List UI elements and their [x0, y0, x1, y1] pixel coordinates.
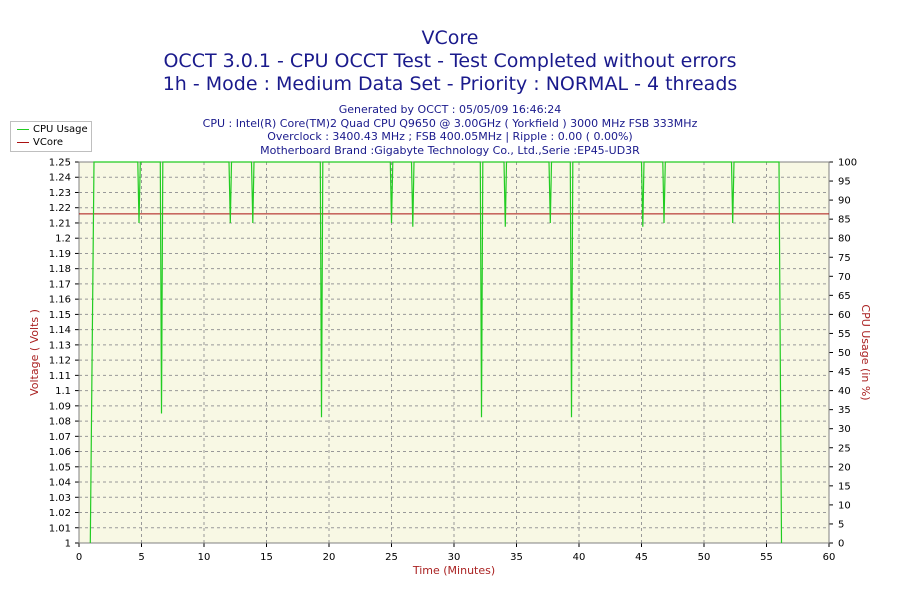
y2-tick-label: 95 — [838, 177, 851, 188]
y-tick-label: 1.05 — [49, 462, 71, 473]
y-tick-label: 1.09 — [49, 401, 71, 412]
y-tick-label: 1.07 — [49, 432, 71, 443]
y-tick-label: 1.1 — [55, 386, 71, 397]
y-tick-label: 1.08 — [49, 417, 71, 428]
y2-tick-label: 0 — [838, 539, 844, 550]
y2-tick-label: 55 — [838, 329, 851, 340]
y2-tick-label: 15 — [838, 481, 851, 492]
plot-area — [79, 162, 829, 543]
y-tick-label: 1.23 — [49, 188, 71, 199]
y2-tick-label: 20 — [838, 462, 851, 473]
y2-tick-label: 60 — [838, 310, 851, 321]
y2-tick-label: 35 — [838, 405, 851, 416]
x-tick-label: 0 — [76, 552, 82, 563]
y-tick-label: 1.18 — [49, 264, 71, 275]
x-tick-label: 60 — [823, 552, 836, 563]
x-tick-label: 50 — [698, 552, 711, 563]
y-tick-label: 1.11 — [49, 371, 71, 382]
motherboard-info: Motherboard Brand :Gigabyte Technology C… — [260, 143, 640, 157]
y-tick-label: 1.12 — [49, 356, 71, 367]
y-tick-label: 1.25 — [49, 158, 71, 169]
y2-tick-label: 75 — [838, 253, 851, 264]
x-tick-label: 10 — [198, 552, 211, 563]
y-tick-label: 1.13 — [49, 340, 71, 351]
y2-tick-label: 40 — [838, 386, 851, 397]
cpu-info: CPU : Intel(R) Core(TM)2 Quad CPU Q9650 … — [202, 116, 698, 130]
generated-info: Generated by OCCT : 05/05/09 16:46:24 — [338, 103, 562, 116]
y-tick-label: 1.06 — [49, 447, 71, 458]
chart-title: VCore — [421, 27, 479, 49]
x-tick-label: 30 — [448, 552, 461, 563]
y-tick-label: 1.21 — [49, 218, 71, 229]
y-tick-label: 1.17 — [49, 279, 71, 290]
overclock-info: Overclock : 3400.43 MHz ; FSB 400.05MHz … — [267, 130, 633, 143]
test-mode-line: 1h - Mode : Medium Data Set - Priority :… — [162, 73, 738, 95]
y-tick-label: 1.03 — [49, 493, 71, 504]
y-tick-label: 1.15 — [49, 310, 71, 321]
y-tick-label: 1.14 — [49, 325, 71, 336]
y-axis-label: Voltage ( Volts ) — [28, 309, 41, 396]
y-tick-label: 1.19 — [49, 249, 71, 260]
x-tick-label: 15 — [260, 552, 273, 563]
series-cpu-usage-line — [89, 161, 783, 544]
test-summary-line: OCCT 3.0.1 - CPU OCCT Test - Test Comple… — [163, 50, 737, 72]
y2-tick-label: 90 — [838, 196, 851, 207]
y2-tick-label: 10 — [838, 500, 851, 511]
y-tick-label: 1.2 — [55, 234, 71, 245]
legend-label-cpu-usage: CPU Usage — [33, 124, 88, 135]
y-tick-label: 1.04 — [49, 478, 71, 489]
x-tick-label: 20 — [323, 552, 336, 563]
legend-item-vcore: VCore — [11, 136, 91, 149]
x-tick-label: 40 — [573, 552, 586, 563]
y-tick-label: 1.24 — [49, 173, 71, 184]
y2-axis-label: CPU Usage (in %) — [859, 304, 872, 400]
legend-item-cpu-usage: CPU Usage — [11, 123, 91, 136]
y2-tick-label: 50 — [838, 348, 851, 359]
y2-tick-label: 45 — [838, 367, 851, 378]
y-tick-label: 1.01 — [49, 523, 71, 534]
y-tick-label: 1 — [65, 539, 71, 550]
chart-legend: CPU Usage VCore — [10, 121, 92, 152]
x-tick-label: 55 — [760, 552, 773, 563]
y2-tick-label: 65 — [838, 291, 851, 302]
legend-swatch-cpu-usage — [17, 129, 29, 130]
y-tick-label: 1.02 — [49, 508, 71, 519]
x-tick-label: 5 — [138, 552, 144, 563]
y2-tick-label: 5 — [838, 519, 844, 530]
y2-tick-label: 100 — [838, 158, 857, 169]
legend-swatch-vcore — [17, 142, 29, 143]
y-tick-label: 1.22 — [49, 203, 71, 214]
legend-label-vcore: VCore — [33, 137, 63, 148]
y2-tick-label: 85 — [838, 215, 851, 226]
x-tick-label: 25 — [385, 552, 398, 563]
y2-tick-label: 80 — [838, 234, 851, 245]
x-axis-label: Time (Minutes) — [412, 564, 495, 577]
x-tick-label: 35 — [510, 552, 523, 563]
y-tick-label: 1.16 — [49, 295, 71, 306]
y2-tick-label: 30 — [838, 424, 851, 435]
x-tick-label: 45 — [635, 552, 648, 563]
y2-tick-label: 25 — [838, 443, 851, 454]
y2-tick-label: 70 — [838, 272, 851, 283]
